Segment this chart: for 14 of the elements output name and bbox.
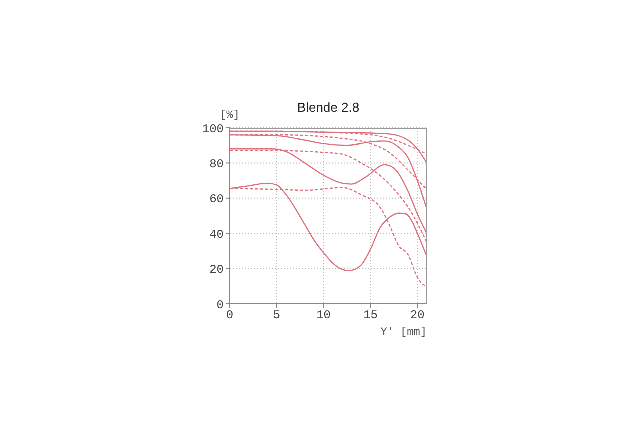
x-tick-label: 10 bbox=[316, 308, 332, 323]
x-tick-label: 0 bbox=[226, 308, 234, 323]
y-tick-label: 60 bbox=[210, 192, 224, 207]
y-tick-label: 100 bbox=[202, 122, 224, 136]
x-axis-title: Y' [mm] bbox=[380, 327, 427, 339]
y-tick-label: 0 bbox=[216, 298, 224, 312]
x-tick-label: 15 bbox=[364, 308, 378, 323]
x-tick-label: 20 bbox=[410, 308, 425, 323]
chart-title: Blende 2.8 bbox=[297, 100, 360, 115]
x-tick-label: 5 bbox=[273, 308, 281, 323]
y-tick-label: 80 bbox=[210, 157, 224, 172]
y-tick-label: 40 bbox=[210, 228, 224, 242]
y-tick-label: 20 bbox=[210, 263, 224, 278]
y-axis-title: [%] bbox=[220, 110, 240, 122]
